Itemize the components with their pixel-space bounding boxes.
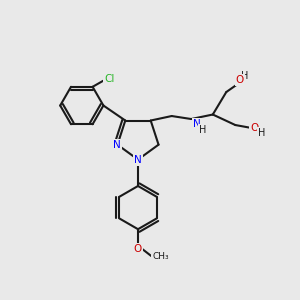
- Text: N: N: [134, 155, 142, 165]
- Text: O: O: [236, 75, 244, 85]
- Text: N: N: [113, 140, 121, 150]
- Text: O: O: [134, 244, 142, 254]
- Text: N: N: [193, 119, 200, 129]
- Text: Cl: Cl: [104, 74, 115, 84]
- Text: H: H: [199, 124, 206, 134]
- Text: H: H: [258, 128, 265, 138]
- Text: O: O: [250, 123, 258, 133]
- Text: H: H: [241, 71, 249, 81]
- Text: CH₃: CH₃: [152, 252, 169, 261]
